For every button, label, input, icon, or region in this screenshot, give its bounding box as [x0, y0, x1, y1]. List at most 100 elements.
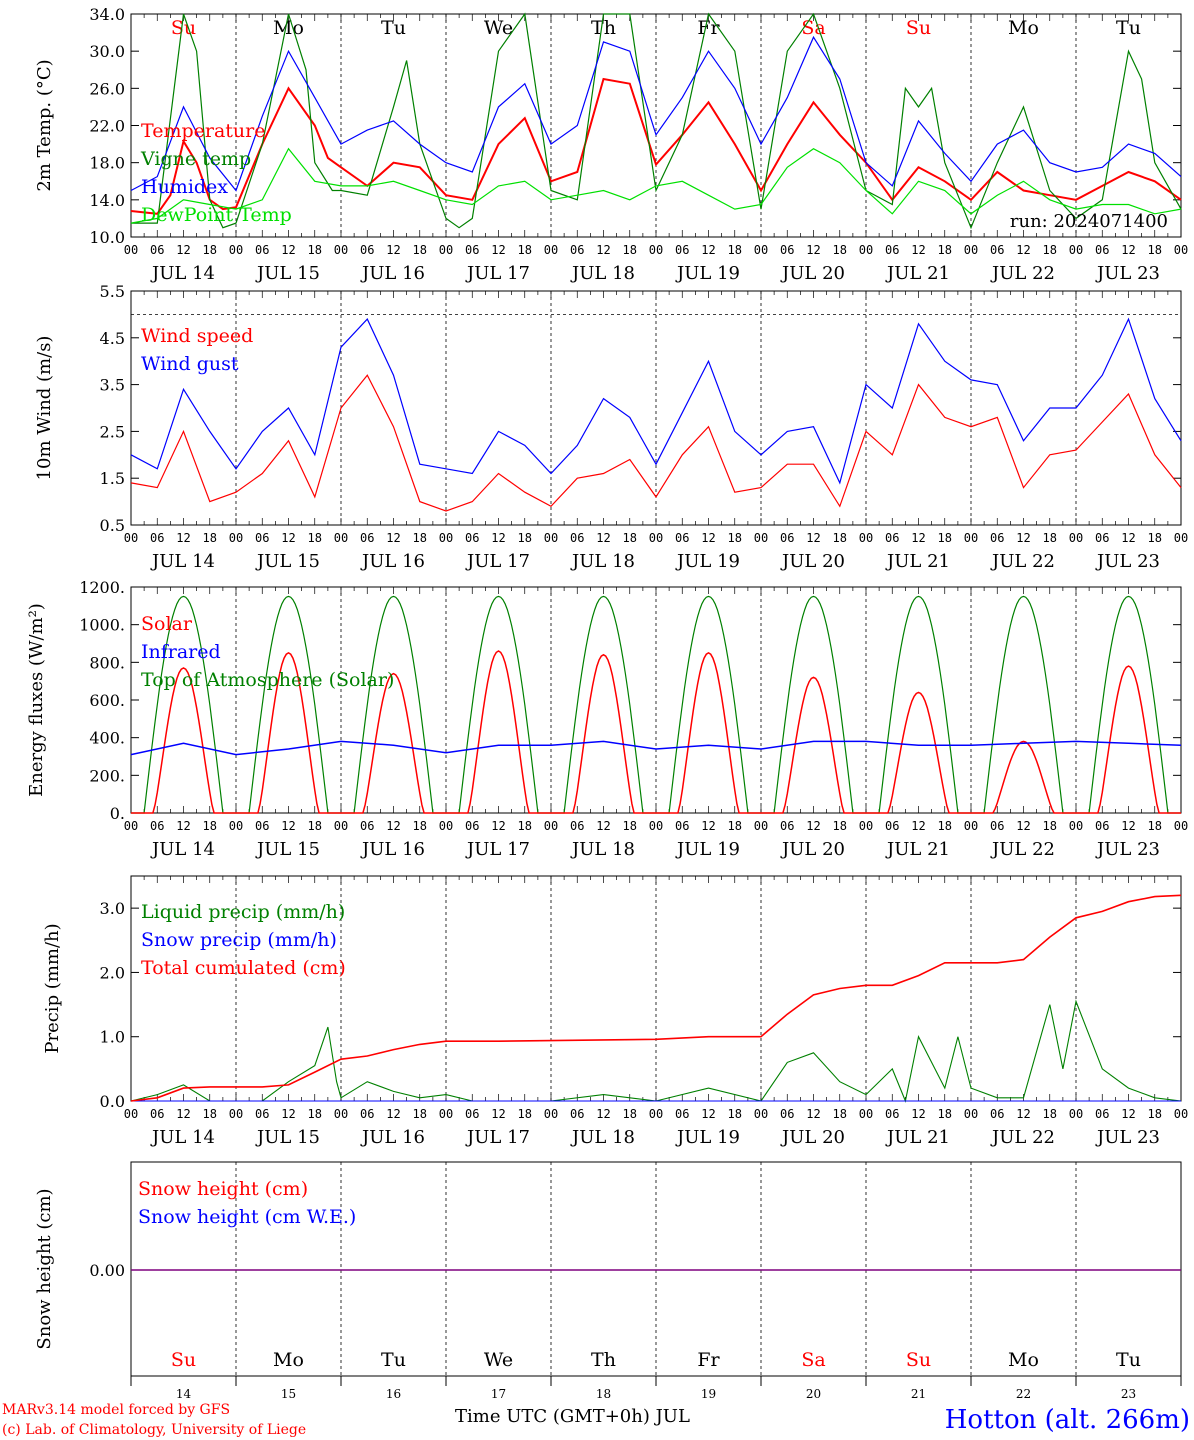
y-tick-label: 0.	[110, 804, 125, 823]
legend-entry: Top of Atmosphere (Solar)	[141, 669, 394, 691]
hour-tick-label: 00	[754, 1107, 768, 1121]
hour-tick-label: 18	[308, 819, 322, 833]
credit-line-1: MARv3.14 model forced by GFS	[2, 1402, 230, 1418]
hour-tick-label: 06	[465, 531, 479, 545]
date-label: JUL 22	[990, 551, 1055, 572]
y-tick-label: 1000.	[79, 616, 125, 635]
hour-tick-label: 06	[990, 243, 1004, 257]
hour-tick-label: 12	[911, 531, 925, 545]
hour-tick-label: 06	[360, 243, 374, 257]
hour-tick-label: 00	[964, 531, 978, 545]
hour-tick-label: 12	[701, 243, 715, 257]
weekday-label: Th	[591, 1349, 616, 1371]
hour-tick-label: 06	[570, 531, 584, 545]
weekday-label: Sa	[801, 1349, 825, 1371]
day-number-label: 22	[1016, 1387, 1031, 1401]
hour-tick-label: 12	[1121, 243, 1135, 257]
x-axis-title: Time UTC (GMT+0h) JUL	[455, 1406, 690, 1427]
y-tick-label: 4.5	[100, 329, 125, 348]
hour-tick-label: 12	[386, 531, 400, 545]
hour-tick-label: 12	[806, 243, 820, 257]
hour-tick-label: 00	[859, 243, 873, 257]
date-label: JUL 17	[465, 839, 530, 860]
legend-entry: Solar	[141, 613, 193, 635]
date-label: JUL 18	[570, 551, 635, 572]
hour-tick-label: 06	[255, 243, 269, 257]
weekday-label: Su	[171, 17, 196, 39]
legend-entry: Snow height (cm W.E.)	[138, 1206, 356, 1228]
hour-tick-label: 12	[176, 531, 190, 545]
hour-tick-label: 18	[938, 243, 952, 257]
hour-tick-label: 18	[938, 531, 952, 545]
hour-tick-label: 06	[1095, 1107, 1109, 1121]
y-tick-label: 5.5	[100, 282, 125, 301]
date-label: JUL 21	[885, 1127, 950, 1148]
hour-tick-label: 06	[255, 531, 269, 545]
y-tick-label: 600.	[89, 691, 125, 710]
date-label: JUL 15	[255, 1127, 320, 1148]
date-label: JUL 23	[1095, 839, 1160, 860]
hour-tick-label: 00	[1069, 243, 1083, 257]
day-number-label: 21	[911, 1387, 926, 1401]
hour-tick-label: 06	[465, 819, 479, 833]
hour-tick-label: 00	[439, 531, 453, 545]
hour-tick-label: 18	[728, 819, 742, 833]
hour-tick-label: 12	[596, 531, 610, 545]
hour-tick-label: 12	[806, 819, 820, 833]
hour-tick-label: 00	[1174, 243, 1188, 257]
hour-tick-label: 00	[649, 819, 663, 833]
panel-wind: 00 06 12 18 00 06 12 18 00 06 12 18 00 06 12 18 00 06 12 18…	[34, 282, 1188, 572]
date-label: JUL 23	[1095, 263, 1160, 284]
y-tick-label: 14.0	[89, 191, 125, 210]
legend-entry: Liquid precip (mm/h)	[141, 901, 345, 923]
hour-tick-label: 00	[439, 243, 453, 257]
hour-tick-label: 12	[701, 531, 715, 545]
legend-entry: Vigne temp	[140, 148, 251, 170]
y-tick-label: 2.0	[100, 963, 125, 982]
date-label: JUL 17	[465, 1127, 530, 1148]
hour-tick-label: 06	[780, 819, 794, 833]
station-name: Hotton (alt. 266m)	[945, 1405, 1190, 1435]
date-label: JUL 23	[1095, 551, 1160, 572]
series-line	[130, 374, 1182, 512]
y-tick-label: 0.5	[100, 516, 125, 535]
date-label: JUL 16	[360, 839, 425, 860]
date-label: JUL 18	[570, 1127, 635, 1148]
legend-entry: Snow precip (mm/h)	[141, 929, 337, 951]
hour-tick-label: 00	[124, 1107, 138, 1121]
hour-tick-label: 12	[491, 819, 505, 833]
hour-tick-label: 18	[203, 819, 217, 833]
hour-tick-label: 18	[1148, 1107, 1162, 1121]
y-axis-label: Precip (mm/h)	[42, 923, 63, 1053]
hour-tick-label: 12	[281, 819, 295, 833]
hour-tick-label: 06	[1095, 819, 1109, 833]
hour-tick-label: 06	[465, 1107, 479, 1121]
weekday-label: Tu	[381, 17, 406, 39]
hour-tick-label: 18	[623, 531, 637, 545]
date-label: JUL 21	[885, 263, 950, 284]
legend-entry: Wind gust	[141, 353, 239, 375]
hour-tick-label: 06	[780, 531, 794, 545]
hour-tick-label: 06	[675, 243, 689, 257]
hour-tick-label: 12	[491, 1107, 505, 1121]
hour-tick-label: 18	[1043, 243, 1057, 257]
hour-tick-label: 18	[518, 531, 532, 545]
weekday-label: Sa	[801, 17, 825, 39]
date-label: JUL 22	[990, 839, 1055, 860]
hour-tick-label: 06	[150, 819, 164, 833]
hour-tick-label: 12	[281, 243, 295, 257]
weekday-label: We	[484, 1349, 513, 1371]
hour-tick-label: 18	[308, 531, 322, 545]
hour-tick-label: 18	[1043, 531, 1057, 545]
hour-tick-label: 06	[885, 1107, 899, 1121]
hour-tick-label: 00	[229, 819, 243, 833]
panel-precip: 00 06 12 18 00 06 12 18 00 06 12 18 00 06 12 18 00 06 12 18…	[42, 875, 1188, 1148]
date-label: JUL 20	[780, 551, 845, 572]
weekday-label: Mo	[1008, 1349, 1039, 1371]
hour-tick-label: 12	[386, 819, 400, 833]
hour-tick-label: 12	[281, 531, 295, 545]
date-label: JUL 19	[675, 263, 740, 284]
hour-tick-label: 00	[754, 243, 768, 257]
day-number-label: 17	[491, 1387, 506, 1401]
hour-tick-label: 18	[308, 1107, 322, 1121]
